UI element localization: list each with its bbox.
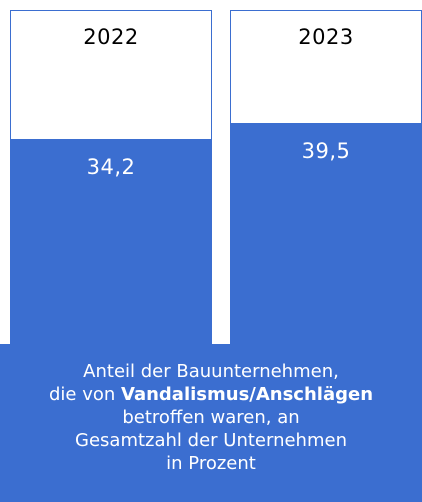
caption-line-4: Gesamtzahl der Unternehmen: [75, 430, 347, 451]
bar-fill-2022: [11, 139, 211, 343]
caption-line-3: betroffen waren, an: [122, 407, 300, 428]
caption-line-2-prefix: die von: [48, 384, 121, 405]
caption-emphasis: Vandalismus/Anschlägen: [121, 384, 374, 405]
bar-2023: 2023 39,5: [230, 10, 422, 344]
caption-line-2: die von Vandalismus/Anschlägen: [0, 383, 422, 406]
bar-category-label-2023: 2023: [298, 25, 354, 49]
bar-value-label-2023: 39,5: [301, 139, 351, 163]
caption-line-1: Anteil der Bauunternehmen,: [83, 361, 339, 382]
caption-line-5: in Prozent: [166, 453, 256, 474]
bar-2022: 2022 34,2: [10, 10, 212, 344]
bar-category-label-2022: 2022: [83, 25, 139, 49]
chart-caption: Anteil der Bauunternehmen, die von Vanda…: [0, 344, 422, 502]
bar-fill-2023: [231, 123, 421, 343]
bar-value-label-2022: 34,2: [86, 155, 136, 179]
